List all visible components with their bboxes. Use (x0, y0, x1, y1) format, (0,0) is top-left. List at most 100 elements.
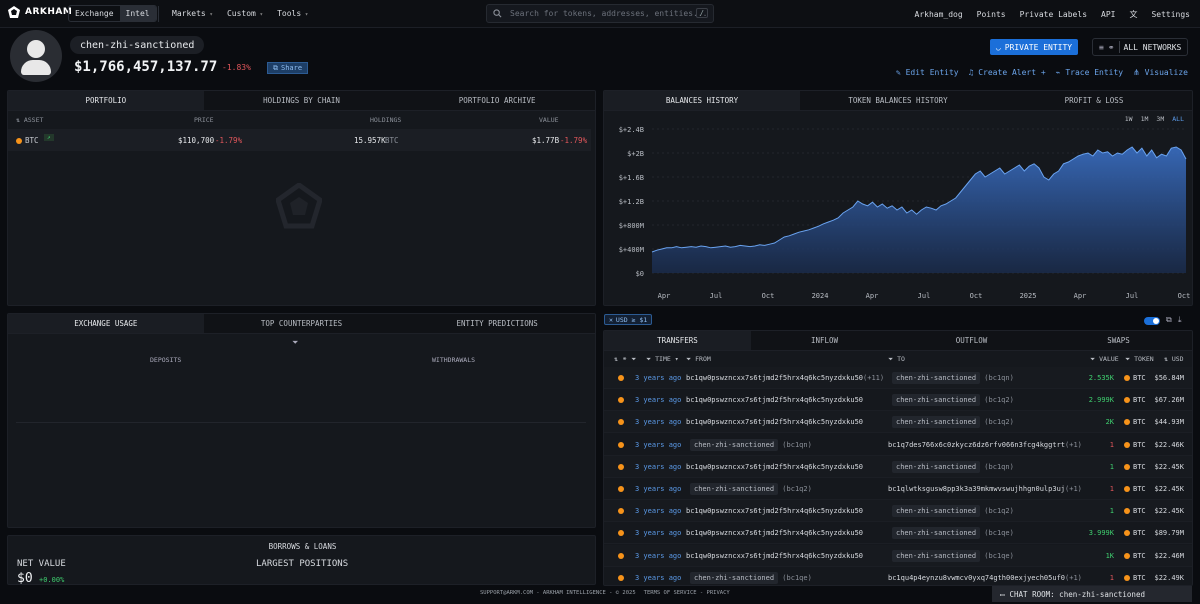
transfer-time[interactable]: 3 years ago (635, 573, 682, 582)
portfolio-row[interactable]: BTC ↗ $110,700 -1.79% 15.957K BTC $1.77B… (8, 129, 591, 151)
tab-entity-predictions[interactable]: ENTITY PREDICTIONS (399, 314, 595, 333)
range-1m[interactable]: 1M (1140, 115, 1149, 123)
transfer-time[interactable]: 3 years ago (635, 551, 682, 560)
transfer-row[interactable]: 3 years ago chen-zhi-sanctioned (bc1qn) bc… (604, 434, 1192, 456)
from-address[interactable]: bc1qw0pswzncxx7s6tjmd2f5hrx4q6kc5nyzdxku… (686, 507, 864, 516)
from-address[interactable]: bc1qw0pswzncxx7s6tjmd2f5hrx4q6kc5nyzdxku… (686, 396, 864, 405)
networks-button[interactable]: ≡ ⚭ ALL NETWORKS (1092, 38, 1188, 56)
usd-filter-tag[interactable]: ✕ USD ≥ $1 (604, 314, 653, 325)
transfer-row[interactable]: 3 years ago bc1qw0pswzncxx7s6tjmd2f5hrx4q… (604, 367, 1192, 389)
tab-token-balances-history[interactable]: TOKEN BALANCES HISTORY (800, 91, 996, 110)
col-usd[interactable]: ⇅ USD (1164, 355, 1184, 363)
to-entity[interactable]: chen-zhi-sanctioned (892, 549, 981, 562)
from-address[interactable]: bc1qw0pswzncxx7s6tjmd2f5hrx4q6kc5nyzdxku… (686, 551, 864, 560)
footer-links[interactable]: TERMS OF SERVICE - PRIVACY (643, 590, 730, 596)
to-address[interactable]: bc1q7des766x6c0zkycz6dz6rfv066n3fcg4kggt… (888, 440, 1066, 449)
from-address[interactable]: (bc1qn) (782, 440, 812, 449)
to-entity[interactable]: chen-zhi-sanctioned (892, 394, 981, 407)
to-address[interactable]: (bc1qn) (984, 374, 1014, 382)
nav-user[interactable]: Arkham_dog (914, 10, 963, 19)
nav-tools[interactable]: Tools (277, 9, 308, 18)
to-entity[interactable]: chen-zhi-sanctioned (892, 460, 981, 473)
live-toggle[interactable] (1144, 317, 1160, 325)
col-from[interactable]: ⏷ FROM (686, 355, 711, 363)
col-holdings[interactable]: HOLDINGS (370, 116, 402, 124)
to-address[interactable]: bc1qlwtksgusw8pp3k3a39mkmwvswujhhgn0ulp3… (888, 485, 1066, 493)
to-entity[interactable]: chen-zhi-sanctioned (892, 505, 981, 518)
tab-exchange-usage[interactable]: EXCHANGE USAGE (8, 314, 204, 333)
create-alert-button[interactable]: ♫ Create Alert + (969, 68, 1046, 77)
to-entity[interactable]: chen-zhi-sanctioned (892, 416, 981, 429)
tab-profit-loss[interactable]: PROFIT & LOSS (996, 91, 1192, 110)
nav-markets[interactable]: Markets (172, 9, 213, 18)
nav-points[interactable]: Points (976, 10, 1006, 19)
to-address[interactable]: (bc1q2) (984, 418, 1014, 427)
transfer-time[interactable]: 3 years ago (635, 529, 682, 538)
from-entity[interactable]: chen-zhi-sanctioned (690, 483, 779, 495)
copy-icon[interactable]: ⧉ (1166, 315, 1172, 324)
col-time[interactable]: ⏷ TIME ▾ (646, 355, 679, 363)
from-address[interactable]: (bc1qe) (782, 573, 812, 582)
tab-portfolio[interactable]: PORTFOLIO (8, 91, 204, 110)
transfer-row[interactable]: 3 years ago bc1qw0pswzncxx7s6tjmd2f5hrx4q… (604, 544, 1192, 567)
arkham-logo[interactable]: ARKHAM (8, 6, 72, 18)
exchange-tab[interactable]: Exchange (75, 9, 114, 18)
trace-entity-button[interactable]: ⌁ Trace Entity (1056, 68, 1123, 77)
col-to[interactable]: ⏷ TO (888, 355, 905, 363)
to-address[interactable]: (bc1qe) (984, 529, 1014, 538)
filter-icon[interactable]: ⏷ (292, 338, 299, 347)
to-entity[interactable]: chen-zhi-sanctioned (892, 527, 981, 540)
to-address[interactable]: bc1qu4p4eynzu8vwmcv0yxq74gth00exjyech05u… (888, 573, 1066, 582)
transfer-time[interactable]: 3 years ago (635, 396, 682, 405)
transfer-row[interactable]: 3 years ago bc1qw0pswzncxx7s6tjmd2f5hrx4q… (604, 389, 1192, 412)
download-icon[interactable]: ⤓ (1178, 315, 1182, 324)
nav-settings[interactable]: Settings (1151, 10, 1190, 19)
range-all[interactable]: ALL (1172, 115, 1184, 123)
chart-mini-icon[interactable]: ↗ (44, 134, 54, 141)
transfer-time[interactable]: 3 years ago (635, 440, 682, 449)
from-address[interactable]: bc1qw0pswzncxx7s6tjmd2f5hrx4q6kc5nyzdxku… (686, 529, 864, 538)
from-address[interactable]: bc1qw0pswzncxx7s6tjmd2f5hrx4q6kc5nyzdxku… (686, 462, 864, 471)
tab-inflow[interactable]: INFLOW (751, 331, 898, 350)
col-value[interactable]: ⏷ VALUE (1090, 355, 1119, 363)
edit-entity-button[interactable]: ✎ Edit Entity (896, 68, 959, 77)
footer-copyright[interactable]: SUPPORT@ARKM.COM - ARKHAM INTELLIGENCE -… (480, 590, 636, 596)
transfer-row[interactable]: 3 years ago bc1qw0pswzncxx7s6tjmd2f5hrx4q… (604, 522, 1192, 545)
language-icon[interactable]: 文 (1129, 10, 1138, 19)
transfer-row[interactable]: 3 years ago chen-zhi-sanctioned (bc1qe) bc… (604, 567, 1192, 585)
tab-transfers[interactable]: TRANSFERS (604, 331, 751, 350)
from-address[interactable]: (bc1q2) (782, 485, 812, 493)
col-asset[interactable]: ⇅ ASSET (16, 116, 44, 124)
tab-outflow[interactable]: OUTFLOW (898, 331, 1045, 350)
transfer-time[interactable]: 3 years ago (635, 462, 682, 471)
tab-portfolio-archive[interactable]: PORTFOLIO ARCHIVE (399, 91, 595, 110)
col-token[interactable]: ⏷ TOKEN (1125, 355, 1154, 363)
nav-private-labels[interactable]: Private Labels (1019, 10, 1088, 19)
range-1w[interactable]: 1W (1124, 115, 1133, 123)
transfer-row[interactable]: 3 years ago bc1qw0pswzncxx7s6tjmd2f5hrx4q… (604, 455, 1192, 478)
from-address[interactable]: bc1qw0pswzncxx7s6tjmd2f5hrx4q6kc5nyzdxku… (686, 418, 864, 427)
private-entity-button[interactable]: ◡ PRIVATE ENTITY (990, 39, 1078, 55)
to-address[interactable]: (bc1qe) (984, 551, 1014, 560)
from-address[interactable]: bc1qw0pswzncxx7s6tjmd2f5hrx4q6kc5nyzdxku… (686, 374, 864, 382)
from-entity[interactable]: chen-zhi-sanctioned (690, 438, 779, 451)
range-3m[interactable]: 3M (1156, 115, 1165, 123)
chat-room-button[interactable]: ▭ CHAT ROOM: chen-zhi-sanctioned (992, 586, 1192, 602)
balances-chart[interactable]: $+2.4B $+2B $+1.6B $+1.2B $+800M $+400M $0 Apr J… (604, 121, 1193, 306)
transfer-row[interactable]: 3 years ago chen-zhi-sanctioned (bc1q2) bc… (604, 478, 1192, 500)
transfer-row[interactable]: 3 years ago bc1qw0pswzncxx7s6tjmd2f5hrx4q… (604, 500, 1192, 523)
visualize-button[interactable]: ⋔ Visualize (1133, 68, 1188, 77)
nav-custom[interactable]: Custom (227, 9, 263, 18)
tab-holdings-by-chain[interactable]: HOLDINGS BY CHAIN (203, 91, 400, 110)
col-value[interactable]: VALUE (539, 116, 559, 124)
close-icon[interactable]: ✕ (609, 315, 613, 324)
tab-top-counterparties[interactable]: TOP COUNTERPARTIES (203, 314, 400, 333)
transfer-time[interactable]: 3 years ago (635, 374, 682, 382)
intel-tab[interactable]: Intel (119, 6, 156, 21)
transfer-time[interactable]: 3 years ago (635, 418, 682, 427)
transfer-row[interactable]: 3 years ago bc1qw0pswzncxx7s6tjmd2f5hrx4q… (604, 411, 1192, 434)
transfer-time[interactable]: 3 years ago (635, 507, 682, 516)
from-entity[interactable]: chen-zhi-sanctioned (690, 571, 779, 584)
to-address[interactable]: (bc1q2) (984, 396, 1014, 405)
header-icons[interactable]: ⇅ ⚭ ⏷ (614, 355, 637, 363)
